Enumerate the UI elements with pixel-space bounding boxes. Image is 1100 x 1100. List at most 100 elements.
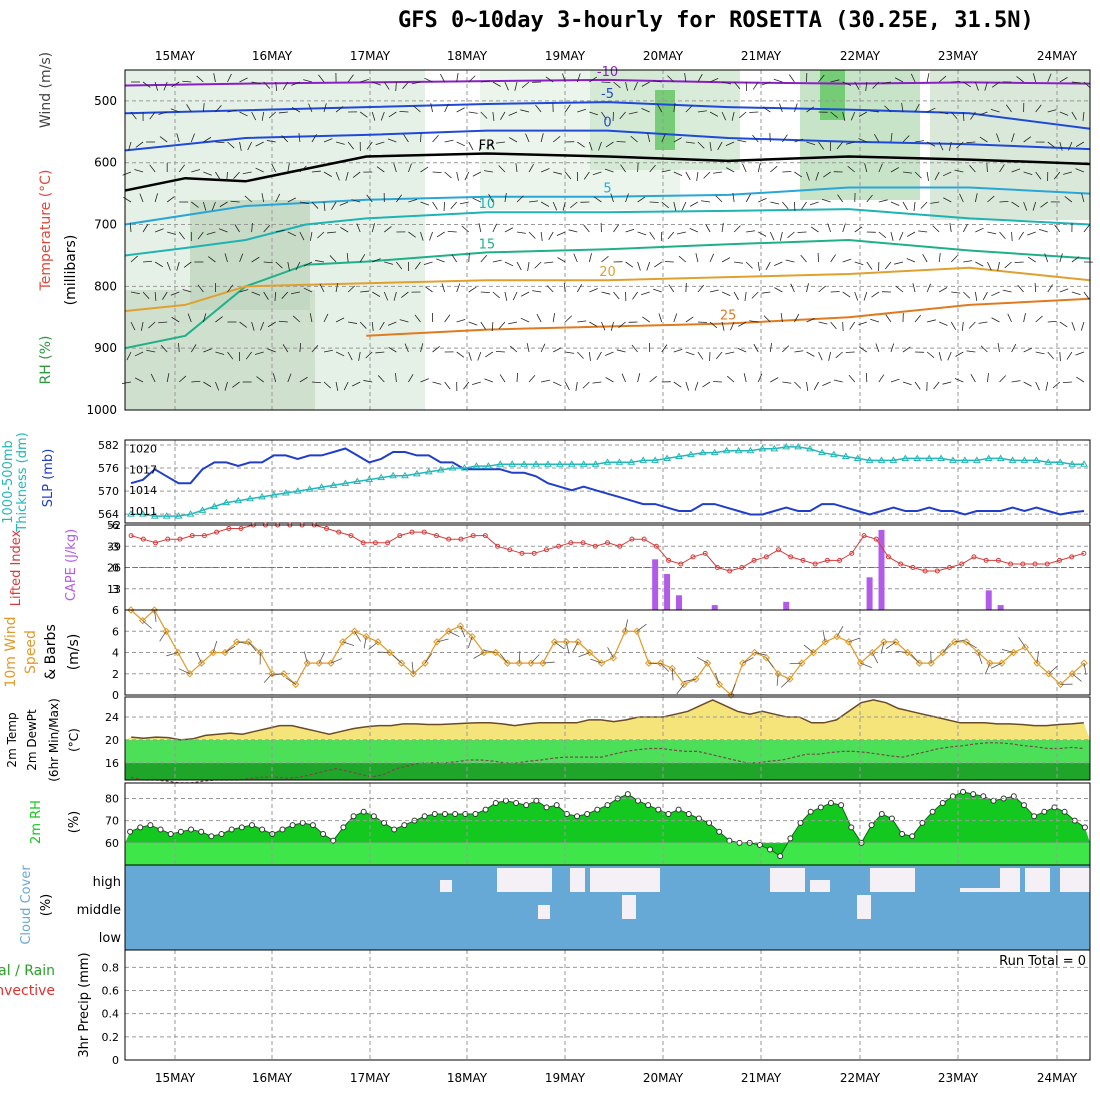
wind-barb: [287, 163, 290, 173]
wind-barb: [999, 200, 1009, 203]
wind-barb: [158, 111, 168, 115]
wind-barb: [890, 231, 894, 241]
wind-barb: [920, 201, 928, 209]
wind-barb: [990, 108, 1000, 113]
wind-barb: [379, 321, 385, 330]
wind-barb: [642, 316, 650, 323]
wind-barb: [196, 75, 204, 83]
wind-barb-10m: [766, 657, 774, 668]
wind-barb: [730, 321, 735, 331]
wind-barb: [351, 381, 361, 387]
wind-speed-point: [1080, 659, 1088, 667]
li-point: [140, 536, 146, 542]
thickness-point: [162, 512, 171, 519]
wind-barb: [601, 111, 607, 120]
wind-barb: [926, 283, 932, 293]
rh-point: [360, 808, 367, 815]
wind-barb: [239, 253, 244, 263]
li-point: [959, 561, 965, 567]
x-tick-label-bottom: 18MAY: [447, 1071, 488, 1085]
wind-barb: [239, 77, 248, 83]
wind-barb: [641, 81, 650, 87]
wind-barb: [564, 381, 570, 391]
wind-barb: [287, 261, 290, 271]
wind-barb: [444, 139, 454, 143]
wind-barb: [954, 169, 964, 173]
wind-barb: [408, 231, 416, 238]
wind-barb: [842, 111, 846, 121]
rh-point: [188, 826, 195, 833]
thickness-point: [127, 510, 135, 517]
wind-barb: [878, 374, 885, 383]
wind-barb: [661, 344, 668, 353]
wind-barb-10m: [499, 653, 508, 664]
wind-barb: [515, 163, 518, 173]
rh-shade: [820, 70, 845, 120]
cloud-block: [1000, 868, 1020, 892]
thickness-point: [281, 489, 290, 496]
wind-barb: [154, 261, 163, 268]
wind-barb: [275, 193, 281, 203]
li-point: [702, 550, 708, 556]
wind-barb: [653, 288, 662, 293]
wind-barb: [444, 171, 452, 179]
rh-point: [878, 811, 885, 818]
li-point: [800, 557, 806, 563]
wind-speed-point: [315, 659, 323, 667]
wind-barb: [631, 344, 638, 353]
wind-barb: [633, 81, 638, 91]
wind-barb: [1083, 291, 1090, 300]
wind-speed-point: [586, 648, 594, 657]
rh-point: [198, 828, 205, 835]
wind-barb: [668, 284, 675, 293]
rh-point: [492, 799, 499, 806]
li-point: [690, 554, 696, 560]
li-point: [934, 568, 940, 574]
wind-barb: [402, 81, 409, 90]
thickness-point: [1056, 458, 1065, 465]
wind-barb: [468, 141, 474, 151]
wind-barb: [564, 171, 572, 180]
wind-barb-10m: [942, 642, 951, 653]
wind-barb: [970, 111, 976, 120]
wind-barb-10m: [363, 636, 367, 649]
axis-label: Wind (m/s): [38, 52, 54, 128]
wind-barb: [842, 81, 852, 86]
thickness-point: [1020, 456, 1029, 463]
li-point: [666, 557, 672, 563]
wind-barb: [319, 283, 325, 293]
thickness-point: [198, 506, 207, 513]
axis-label: RH (%): [38, 336, 54, 385]
li-point: [653, 543, 659, 549]
wind-barb: [914, 314, 922, 323]
wind-barb: [938, 75, 947, 83]
y-tick-label: 564: [98, 508, 119, 521]
wind-barb: [366, 141, 373, 150]
wind-barb: [130, 321, 136, 331]
wind-barb: [295, 261, 301, 271]
wind-barb: [166, 261, 171, 271]
wind-barb: [1002, 289, 1012, 293]
wind-barb: [183, 261, 192, 268]
wind-barb: [912, 283, 916, 293]
x-tick-label-top: 24MAY: [1037, 49, 1078, 63]
axis-label-wind: & Barbs: [43, 624, 59, 680]
wind-barb: [1071, 111, 1077, 120]
wind-barb: [472, 197, 481, 203]
wind-barb: [588, 141, 593, 151]
wind-barb: [387, 321, 397, 326]
wind-barb-10m: [910, 654, 920, 664]
x-tick-label-top: 21MAY: [741, 49, 782, 63]
wind-barb: [520, 109, 530, 113]
band: [125, 842, 1090, 865]
axis-label: (millibars): [63, 235, 79, 306]
li-point: [1032, 561, 1038, 567]
wind-barb: [677, 231, 686, 235]
wind-barb: [396, 261, 403, 270]
wind-barb: [308, 103, 313, 113]
cape-bar: [997, 605, 1004, 610]
wind-speed-point: [927, 659, 935, 667]
wind-barb: [528, 374, 536, 383]
wind-barb: [420, 132, 422, 143]
li-point: [714, 565, 720, 570]
